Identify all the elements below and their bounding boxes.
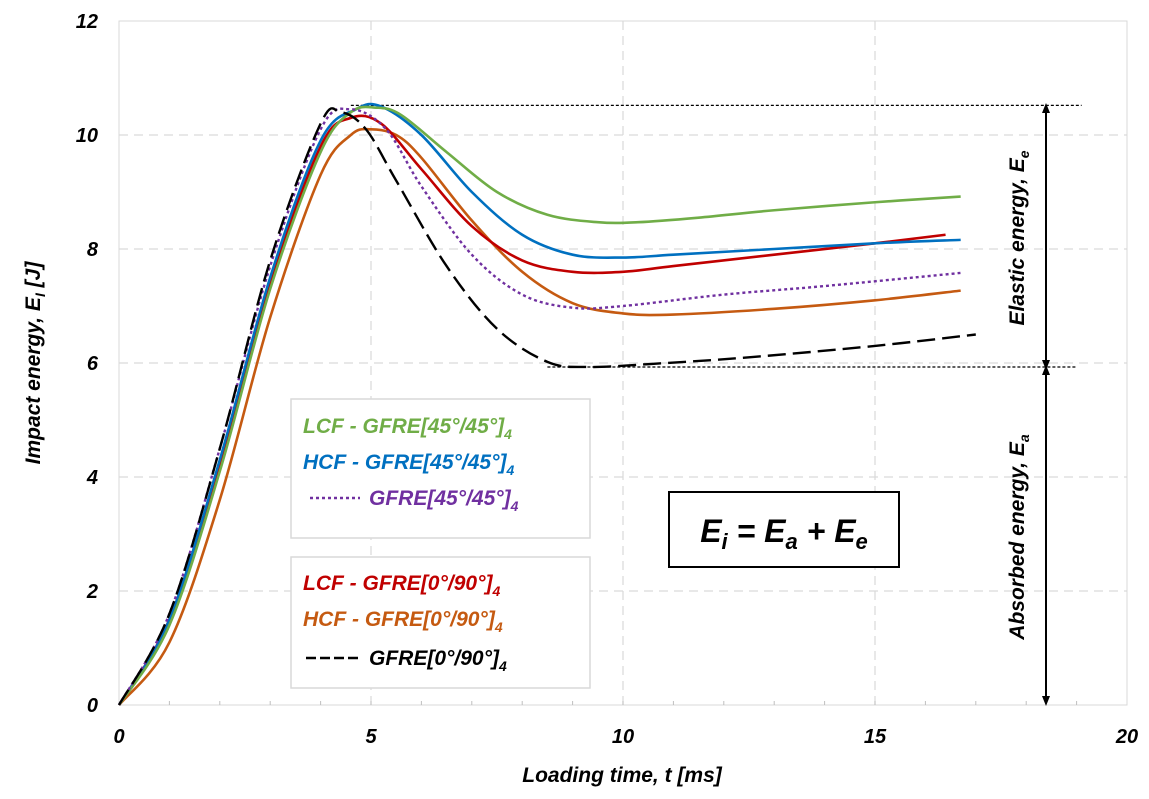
legend-gfre-090-sub: 4: [498, 658, 507, 674]
legend-gfre-45-sub: 4: [510, 498, 519, 514]
y-axis-label-sub: I: [32, 292, 48, 297]
equation-box: [668, 491, 900, 568]
legend-gfre-45-main: GFRE[45°/45°]: [369, 487, 512, 510]
legend-gfre-090-main: GFRE[0°/90°]: [369, 647, 500, 670]
eq-mid-sub: a: [785, 529, 797, 554]
legend-lcf-45-prefix: LCF -: [303, 415, 362, 438]
x-axis-label: Loading time, t [ms]: [522, 764, 723, 787]
elastic-energy-label: Elastic energy, Ee: [1006, 150, 1032, 325]
absorbed-energy-label: Absorbed energy, Ea: [1006, 434, 1032, 641]
legend-lcf-090-prefix: LCF -: [303, 572, 362, 595]
eq-rhs-sub: e: [856, 529, 868, 554]
absorbed-label-main: Absorbed energy, E: [1006, 441, 1029, 641]
legend-box-0-90: [290, 556, 591, 689]
legend-hcf-090-prefix: HCF -: [303, 608, 365, 631]
y-axis-label-main: Impact energy, E: [22, 296, 45, 464]
x-tick-label-0: 0: [113, 726, 124, 748]
y-tick-label-3: 6: [87, 353, 99, 375]
y-tick-label-2: 4: [86, 467, 98, 489]
legend-item-lcf-0-90: LCF - GFRE[0°/90°]4: [303, 572, 500, 599]
legend-hcf-090-sub: 4: [494, 619, 503, 635]
y-tick-label-0: 0: [87, 695, 98, 717]
legend-lcf-45-sub: 4: [503, 426, 512, 442]
y-tick-labels: 0 2 4 6 8 10 12: [76, 11, 99, 717]
legend-hcf-090-main: GFRE[0°/90°]: [365, 608, 496, 631]
elastic-label-sub: e: [1016, 150, 1032, 158]
y-axis-label: Impact energy, EI [J]: [22, 261, 48, 465]
series-line-lcf-0-90: [117, 114, 946, 706]
legend-lcf-090-sub: 4: [491, 583, 500, 599]
reference-lines: [350, 104, 1082, 368]
series-line-hcf-0-90: [117, 127, 961, 706]
legend-item-gfre-45: GFRE[45°/45°]4: [369, 487, 519, 514]
eq-mid: = E: [728, 513, 787, 549]
x-tick-label-2: 10: [612, 726, 634, 748]
series-line-lcf-45: [117, 105, 961, 706]
series-lines: [117, 102, 976, 706]
eq-lhs: E: [700, 513, 723, 549]
x-tick-label-4: 20: [1115, 726, 1138, 748]
legend-item-hcf-45: HCF - GFRE[45°/45°]4: [303, 451, 515, 478]
eq-plus: + E: [798, 513, 857, 549]
series-line-gfre-0-90: [117, 107, 976, 706]
y-tick-label-1: 2: [86, 581, 98, 603]
y-tick-label-4: 8: [87, 239, 99, 261]
legend-box-45: [290, 398, 591, 539]
legend-hcf-45-main: GFRE[45°/45°]: [365, 451, 508, 474]
y-tick-label-6: 12: [76, 11, 98, 33]
x-tick-label-1: 5: [365, 726, 377, 748]
absorbed-label-sub: a: [1016, 434, 1032, 442]
y-axis-label-unit: [J]: [22, 261, 45, 294]
legend-item-gfre-0-90: GFRE[0°/90°]4: [369, 647, 507, 674]
x-tick-labels: 0 5 10 15 20: [113, 726, 1138, 748]
legend-hcf-45-prefix: HCF -: [303, 451, 365, 474]
elastic-label-main: Elastic energy, E: [1006, 157, 1029, 325]
minor-ticks: [168, 701, 1078, 705]
x-tick-label-3: 15: [864, 726, 887, 748]
legend-hcf-45-sub: 4: [506, 462, 515, 478]
eq-lhs-sub: i: [722, 529, 729, 554]
legend-item-lcf-45: LCF - GFRE[45°/45°]4: [303, 415, 512, 442]
legend-lcf-090-main: GFRE[0°/90°]: [362, 572, 493, 595]
energy-equation: Ei = Ea + Ee: [700, 513, 868, 554]
series-line-hcf-45: [117, 102, 961, 706]
legend-item-hcf-0-90: HCF - GFRE[0°/90°]4: [303, 608, 503, 635]
legend-lcf-45-main: GFRE[45°/45°]: [362, 415, 505, 438]
y-tick-label-5: 10: [76, 125, 98, 147]
